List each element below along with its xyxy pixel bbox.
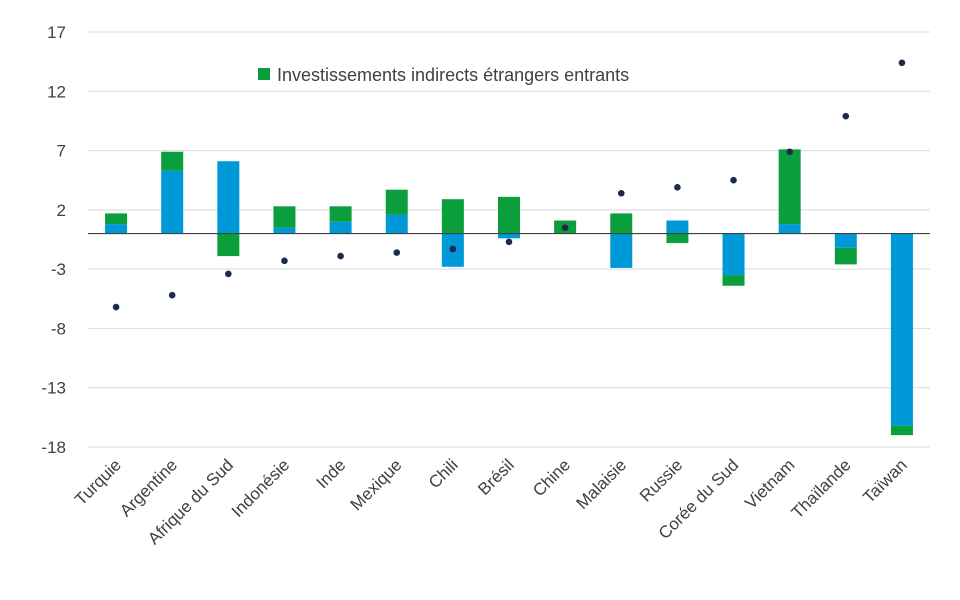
x-category-label: Mexique (347, 455, 406, 514)
bar-segment-green (385, 189, 408, 215)
bars (105, 149, 913, 436)
y-tick-label: -18 (41, 438, 66, 457)
legend-label: Investissements indirects étrangers entr… (277, 65, 629, 85)
marker-point (449, 245, 457, 253)
legend: Investissements indirects étrangers entr… (258, 65, 629, 85)
marker-point (393, 249, 401, 256)
marker-point (561, 224, 569, 231)
x-category-label: Inde (313, 455, 350, 492)
marker-point (281, 257, 288, 265)
bar-segment-green (834, 247, 857, 265)
marker-point (786, 148, 793, 156)
x-category-label: Malaisie (573, 455, 631, 513)
bar-segment-green (890, 425, 913, 436)
bar-segment-blue (217, 161, 240, 234)
bar-segment-blue (385, 214, 408, 234)
legend-swatch (258, 68, 270, 80)
bar-segment-blue (329, 221, 352, 234)
marker-point (674, 184, 681, 191)
y-tick-label: -13 (41, 379, 66, 398)
bar-segment-blue (273, 227, 296, 234)
bar-segment-blue (498, 233, 520, 239)
marker-point (112, 303, 120, 311)
bar-segment-green (217, 233, 240, 257)
marker-point (730, 176, 737, 184)
marker-point (225, 270, 232, 278)
bar-segment-green (161, 151, 184, 171)
x-category-label: Russie (636, 455, 686, 505)
bar-segment-green (105, 213, 128, 225)
marker-point (898, 59, 906, 67)
bar-segment-green (273, 206, 296, 228)
bar-segment-blue (722, 233, 745, 276)
x-category-label: Chine (529, 455, 574, 500)
bar-segment-blue (778, 224, 801, 234)
x-category-label: Thaïlande (788, 455, 855, 522)
marker-point (337, 252, 344, 260)
y-tick-label: 2 (57, 201, 66, 220)
x-category-label: Chili (425, 455, 462, 492)
bar-segment-blue (666, 220, 689, 234)
y-tick-label: -3 (51, 260, 66, 279)
bar-segment-green (610, 213, 633, 234)
bar-segment-blue (890, 233, 913, 426)
bar-segment-green (498, 196, 520, 234)
marker-point (842, 112, 850, 120)
marker-point (617, 189, 625, 197)
marker-point (505, 238, 513, 246)
bar-segment-blue (105, 224, 128, 234)
x-category-label: Vietnam (741, 455, 798, 512)
x-category-label: Taïwan (859, 455, 911, 507)
x-category-label: Indonésie (228, 455, 294, 521)
x-category-label: Brésil (474, 455, 517, 498)
y-tick-label: 17 (47, 23, 66, 42)
bar-segment-green (722, 275, 745, 286)
markers (112, 59, 906, 311)
bar-segment-blue (610, 233, 633, 268)
x-category-label: Turquie (71, 455, 125, 509)
bar-segment-blue (834, 233, 857, 248)
bar-segment-blue (161, 170, 184, 234)
bar-segment-green (329, 206, 352, 222)
y-tick-label: -8 (51, 319, 66, 338)
y-tick-label: 12 (47, 82, 66, 101)
y-tick-label: 7 (57, 142, 66, 161)
marker-point (168, 291, 176, 299)
y-axis: 17 12 7 2 -3 -8 -13 -18 (41, 23, 66, 457)
bar-segment-green (441, 199, 464, 234)
bar-segment-green (778, 149, 801, 225)
bar-segment-green (666, 233, 689, 244)
